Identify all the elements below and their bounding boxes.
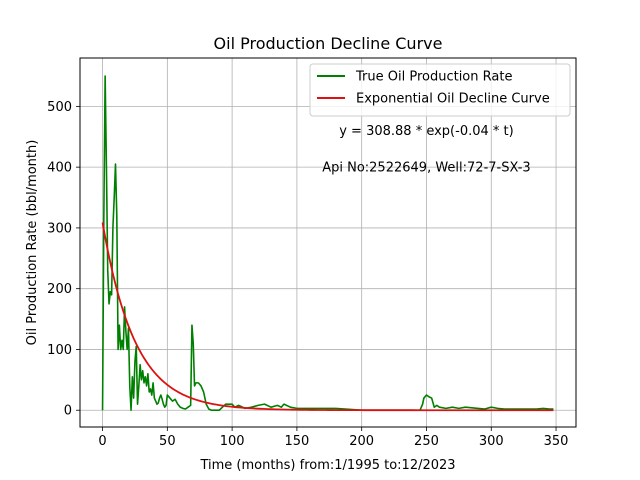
- y-axis-ticks: 0 100 200 300 400 500: [47, 100, 80, 419]
- y-tick-label: 100: [47, 343, 72, 358]
- x-tick-label: 200: [349, 434, 374, 449]
- y-axis-label: Oil Production Rate (bbl/month): [25, 140, 40, 346]
- y-tick-label: 0: [64, 404, 72, 419]
- legend-label-exp-fit: Exponential Oil Decline Curve: [356, 92, 550, 107]
- legend-box: [309, 63, 571, 117]
- x-axis-ticks: 0 50 100 150 200 250 300 350: [98, 427, 568, 449]
- legend-label-true-rate: True Oil Production Rate: [355, 70, 512, 85]
- x-tick-label: 50: [159, 434, 176, 449]
- x-tick-label: 350: [544, 434, 569, 449]
- chart-title: Oil Production Decline Curve: [214, 34, 443, 53]
- x-axis-label: Time (months) from:1/1995 to:12/2023: [199, 458, 455, 473]
- plot-frame: [79, 57, 577, 428]
- plot-lines: [101, 75, 554, 412]
- x-tick-label: 0: [98, 434, 106, 449]
- x-tick-label: 250: [414, 434, 439, 449]
- series-true-oil-production-rate: [101, 75, 554, 412]
- annotation-well-id: Api No:2522649, Well:72-7-SX-3: [322, 161, 530, 176]
- series-exponential-oil-decline-curve: [101, 222, 554, 412]
- x-tick-label: 300: [479, 434, 504, 449]
- y-tick-label: 400: [47, 161, 72, 176]
- x-tick-label: 100: [220, 434, 245, 449]
- annotation-equation: y = 308.88 * exp(-0.04 * t): [339, 124, 513, 139]
- y-tick-label: 500: [47, 100, 72, 115]
- y-tick-label: 300: [47, 221, 72, 236]
- y-tick-label: 200: [47, 282, 72, 297]
- x-tick-label: 150: [284, 434, 309, 449]
- legend: True Oil Production Rate Exponential Oil…: [309, 63, 571, 117]
